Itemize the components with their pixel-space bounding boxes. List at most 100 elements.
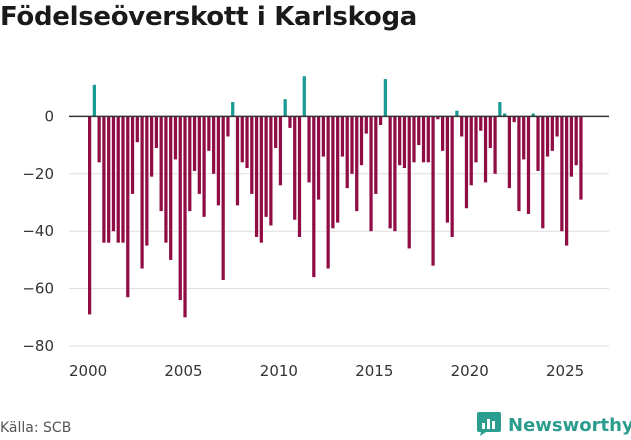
bar: [512, 116, 516, 123]
bar: [436, 116, 440, 120]
x-tick-label: 2010: [260, 362, 298, 380]
x-tick-label: 2020: [451, 362, 489, 380]
bar: [483, 116, 488, 183]
bar: [250, 116, 254, 194]
bar: [526, 116, 531, 214]
bar: [350, 116, 354, 174]
bar: [192, 116, 197, 171]
bar: [126, 116, 130, 298]
bar: [398, 116, 402, 166]
bar: [212, 116, 216, 174]
bar: [545, 116, 550, 157]
bar: [574, 116, 578, 166]
bar: [288, 116, 292, 128]
bar: [536, 116, 540, 171]
bar: [321, 116, 325, 157]
bar: [369, 116, 373, 232]
bar: [493, 116, 497, 174]
bar: [402, 116, 407, 169]
bar: [259, 116, 263, 243]
bar: [245, 116, 249, 169]
bar: [307, 116, 311, 183]
bar: [145, 116, 149, 246]
bar: [121, 116, 125, 243]
bar: [216, 116, 221, 206]
bar: [316, 116, 321, 200]
newsworthy-logo-icon: [476, 410, 502, 440]
bar: [169, 116, 173, 260]
bar: [440, 116, 445, 151]
brand-name: Newsworthy: [508, 414, 631, 436]
bar: [507, 116, 512, 189]
y-tick-label: −20: [22, 165, 54, 183]
bar: [297, 116, 302, 237]
bar: [336, 116, 340, 223]
bar: [264, 116, 268, 217]
bar: [550, 116, 554, 151]
bar: [226, 116, 230, 137]
y-tick-label: −80: [22, 337, 54, 355]
bar: [469, 116, 473, 186]
bar: [293, 116, 297, 220]
bar: [426, 116, 430, 163]
y-tick-label: −60: [22, 280, 54, 298]
bar: [274, 116, 278, 148]
bar: [355, 116, 359, 212]
source-note: Källa: SCB: [0, 420, 72, 436]
bar: [116, 116, 120, 243]
bar: [479, 116, 483, 131]
bar: [154, 116, 159, 148]
bar: [421, 116, 426, 163]
bar: [150, 116, 154, 177]
chart-title: Födelseöverskott i Karlskoga: [0, 2, 418, 32]
bar: [393, 116, 397, 232]
bar: [364, 116, 368, 134]
bar: [135, 116, 139, 143]
bar: [474, 116, 478, 163]
bar: [254, 116, 259, 237]
bar: [283, 99, 287, 117]
bar: [235, 116, 240, 206]
bar: [207, 116, 211, 151]
bar: [183, 116, 187, 318]
bar: [97, 116, 101, 163]
bar: [331, 116, 335, 229]
bar: [278, 116, 283, 186]
bar: [111, 116, 116, 232]
bar: [107, 116, 111, 243]
bar: [92, 84, 96, 117]
bar: [130, 116, 135, 194]
bar: [555, 116, 559, 137]
bar: [159, 116, 163, 212]
bar: [164, 116, 168, 243]
bar: [102, 116, 106, 243]
bar: [197, 116, 201, 194]
bar: [445, 116, 450, 223]
bar: [569, 116, 574, 177]
bar: [188, 116, 192, 212]
bar: [87, 116, 92, 315]
bar: [240, 116, 244, 163]
bar: [140, 116, 144, 269]
bar: [412, 116, 416, 163]
bar: [417, 116, 421, 146]
bar: [460, 116, 464, 137]
bar: [431, 116, 435, 266]
bar: [269, 116, 273, 226]
bar: [488, 116, 492, 148]
bar: [579, 116, 583, 200]
bar: [464, 116, 469, 209]
brand-logo[interactable]: Newsworthy: [476, 410, 631, 440]
bar: [383, 79, 387, 117]
x-tick-label: 2015: [355, 362, 393, 380]
x-tick-label: 2005: [164, 362, 202, 380]
bar: [541, 116, 545, 229]
bar: [560, 116, 564, 232]
bar: [345, 116, 349, 189]
bar: [178, 116, 182, 301]
bar: [359, 116, 364, 166]
bar: [498, 102, 502, 117]
bar: [517, 116, 521, 212]
bar: [503, 113, 507, 117]
bar: [407, 116, 411, 249]
